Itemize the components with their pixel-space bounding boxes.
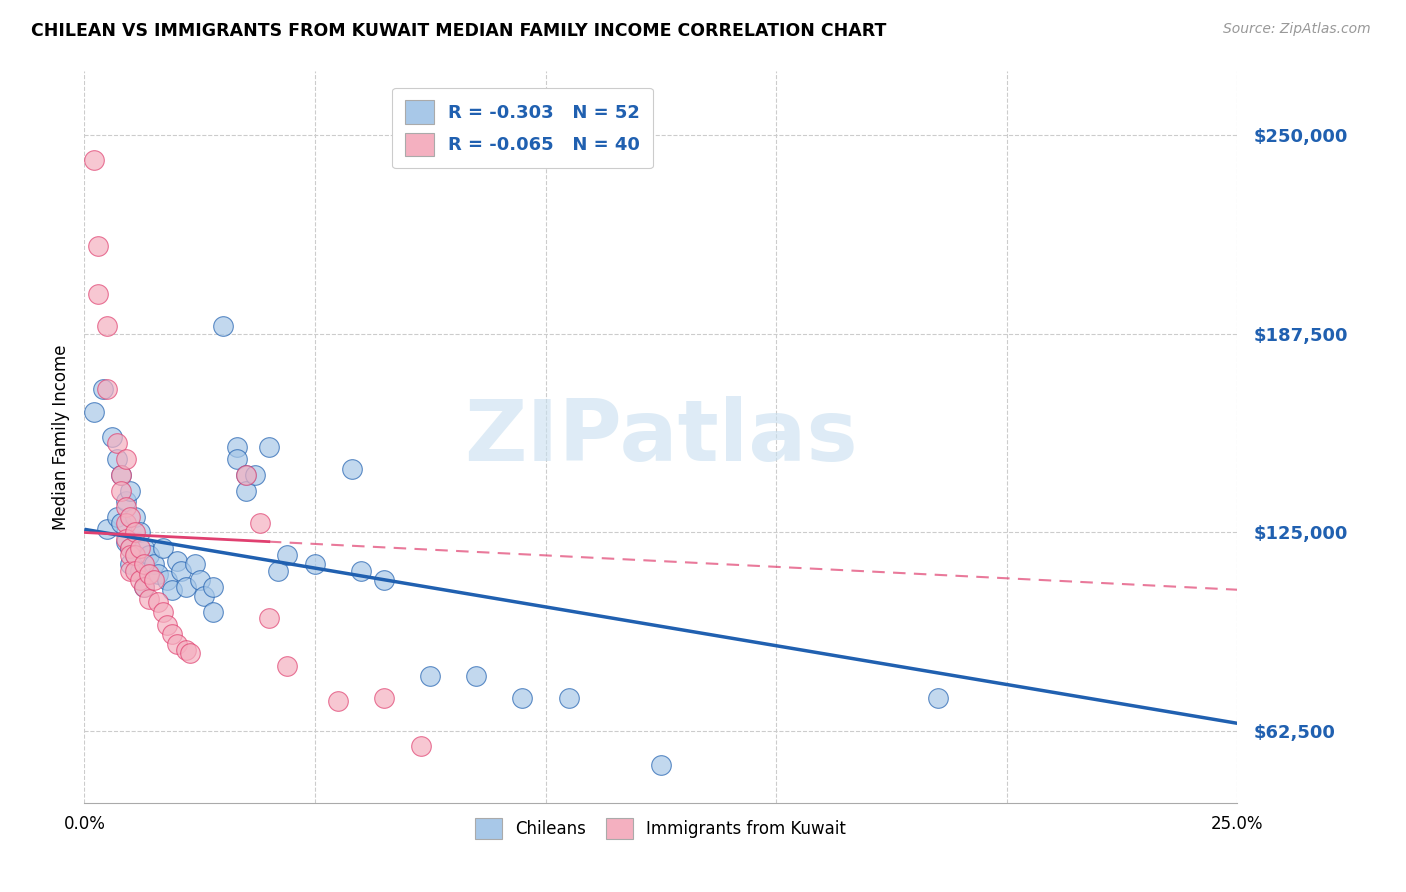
Point: [225, 452, 247, 467]
Point: [160, 627, 183, 641]
Point: [927, 690, 949, 705]
Point: [156, 573, 179, 587]
Point: [304, 558, 326, 572]
Text: CHILEAN VS IMMIGRANTS FROM KUWAIT MEDIAN FAMILY INCOME CORRELATION CHART: CHILEAN VS IMMIGRANTS FROM KUWAIT MEDIAN…: [31, 22, 886, 40]
Point: [101, 430, 124, 444]
Point: [124, 509, 146, 524]
Point: [105, 452, 128, 467]
Point: [120, 564, 142, 578]
Point: [235, 468, 257, 483]
Point: [115, 452, 138, 467]
Point: [87, 239, 110, 253]
Point: [134, 541, 156, 556]
Point: [87, 287, 110, 301]
Point: [146, 566, 169, 581]
Point: [160, 582, 183, 597]
Point: [257, 440, 280, 454]
Point: [184, 558, 207, 572]
Point: [115, 500, 138, 514]
Point: [512, 690, 534, 705]
Point: [235, 468, 257, 483]
Y-axis label: Median Family Income: Median Family Income: [52, 344, 70, 530]
Point: [340, 462, 363, 476]
Point: [557, 690, 579, 705]
Point: [146, 595, 169, 609]
Text: ZIPatlas: ZIPatlas: [464, 395, 858, 479]
Point: [110, 468, 132, 483]
Point: [326, 694, 349, 708]
Point: [193, 589, 215, 603]
Point: [120, 484, 142, 499]
Point: [156, 617, 179, 632]
Point: [257, 611, 280, 625]
Point: [202, 605, 225, 619]
Point: [120, 541, 142, 556]
Point: [650, 757, 672, 772]
Point: [134, 580, 156, 594]
Point: [124, 548, 146, 562]
Point: [105, 509, 128, 524]
Point: [83, 153, 105, 168]
Point: [138, 548, 160, 562]
Point: [91, 383, 114, 397]
Point: [110, 484, 132, 499]
Point: [124, 525, 146, 540]
Point: [267, 564, 290, 578]
Point: [174, 643, 197, 657]
Point: [83, 404, 105, 418]
Point: [120, 558, 142, 572]
Point: [96, 522, 118, 536]
Point: [138, 566, 160, 581]
Point: [174, 580, 197, 594]
Point: [373, 573, 395, 587]
Point: [152, 605, 174, 619]
Point: [152, 541, 174, 556]
Point: [96, 318, 118, 333]
Point: [124, 548, 146, 562]
Point: [142, 573, 165, 587]
Point: [110, 516, 132, 530]
Point: [276, 659, 298, 673]
Point: [120, 548, 142, 562]
Point: [128, 573, 150, 587]
Point: [211, 318, 233, 333]
Point: [225, 440, 247, 454]
Point: [235, 484, 257, 499]
Point: [243, 468, 266, 483]
Point: [142, 558, 165, 572]
Point: [465, 668, 488, 682]
Point: [128, 564, 150, 578]
Point: [128, 525, 150, 540]
Point: [134, 580, 156, 594]
Point: [170, 564, 193, 578]
Text: Source: ZipAtlas.com: Source: ZipAtlas.com: [1223, 22, 1371, 37]
Point: [128, 541, 150, 556]
Point: [166, 554, 188, 568]
Point: [134, 558, 156, 572]
Point: [350, 564, 373, 578]
Point: [120, 541, 142, 556]
Point: [419, 668, 441, 682]
Point: [249, 516, 271, 530]
Point: [179, 646, 201, 660]
Point: [166, 637, 188, 651]
Point: [115, 535, 138, 549]
Point: [373, 690, 395, 705]
Point: [188, 573, 211, 587]
Point: [202, 580, 225, 594]
Point: [138, 592, 160, 607]
Legend: Chileans, Immigrants from Kuwait: Chileans, Immigrants from Kuwait: [468, 811, 853, 846]
Point: [105, 436, 128, 450]
Point: [409, 739, 432, 753]
Point: [96, 383, 118, 397]
Point: [120, 509, 142, 524]
Point: [115, 516, 138, 530]
Point: [115, 532, 138, 546]
Point: [124, 564, 146, 578]
Point: [115, 493, 138, 508]
Point: [110, 468, 132, 483]
Point: [276, 548, 298, 562]
